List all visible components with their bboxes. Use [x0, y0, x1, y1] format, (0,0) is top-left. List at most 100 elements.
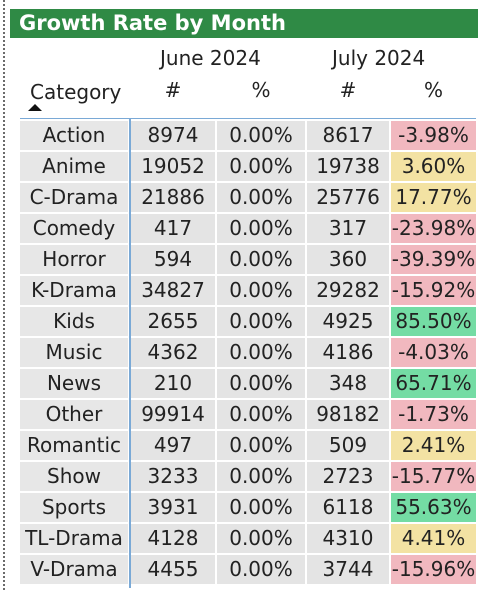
- column-header-july[interactable]: July 2024: [332, 46, 426, 70]
- june-pct-cell: 0.00%: [217, 183, 305, 212]
- column-header-june[interactable]: June 2024: [160, 46, 261, 70]
- july-pct-cell: 17.77%: [391, 183, 476, 212]
- july-pct-cell: 2.41%: [391, 431, 476, 460]
- table-row[interactable]: Show 3233 0.00% 2723 -15.77%: [20, 461, 476, 492]
- july-count-cell: 348: [307, 369, 389, 398]
- category-cell: Other: [20, 400, 128, 429]
- june-pct-cell: 0.00%: [217, 493, 305, 522]
- category-cell: Comedy: [20, 214, 128, 243]
- june-count-cell: 99914: [131, 400, 215, 429]
- july-count-cell: 360: [307, 245, 389, 274]
- june-pct-cell: 0.00%: [217, 555, 305, 584]
- table-row[interactable]: Music 4362 0.00% 4186 -4.03%: [20, 337, 476, 368]
- july-count-cell: 2723: [307, 462, 389, 491]
- july-count-cell: 4925: [307, 307, 389, 336]
- table-row[interactable]: Kids 2655 0.00% 4925 85.50%: [20, 306, 476, 337]
- category-cell: Kids: [20, 307, 128, 336]
- july-pct-cell: 65.71%: [391, 369, 476, 398]
- july-count-cell: 29282: [307, 276, 389, 305]
- table-row[interactable]: V-Drama 4455 0.00% 3744 -15.96%: [20, 554, 476, 585]
- june-pct-cell: 0.00%: [217, 214, 305, 243]
- june-pct-cell: 0.00%: [217, 245, 305, 274]
- july-count-cell: 8617: [307, 121, 389, 150]
- june-count-cell: 4455: [131, 555, 215, 584]
- june-count-cell: 210: [131, 369, 215, 398]
- table-body: Action 8974 0.00% 8617 -3.98% Anime 19052 0.00%…: [20, 120, 476, 585]
- table-row[interactable]: Romantic 497 0.00% 509 2.41%: [20, 430, 476, 461]
- july-pct-cell: 3.60%: [391, 152, 476, 181]
- july-count-cell: 4310: [307, 524, 389, 553]
- july-count-cell: 19738: [307, 152, 389, 181]
- june-pct-cell: 0.00%: [217, 276, 305, 305]
- june-pct-cell: 0.00%: [217, 369, 305, 398]
- sort-ascending-icon[interactable]: [28, 104, 42, 111]
- category-cell: Music: [20, 338, 128, 367]
- table-row[interactable]: Comedy 417 0.00% 317 -23.98%: [20, 213, 476, 244]
- june-pct-cell: 0.00%: [217, 462, 305, 491]
- june-count-cell: 4128: [131, 524, 215, 553]
- july-count-cell: 3744: [307, 555, 389, 584]
- july-pct-cell: 55.63%: [391, 493, 476, 522]
- category-cell: Romantic: [20, 431, 128, 460]
- june-count-cell: 4362: [131, 338, 215, 367]
- july-count-cell: 98182: [307, 400, 389, 429]
- july-pct-cell: -4.03%: [391, 338, 476, 367]
- visual-title: Growth Rate by Month: [10, 9, 478, 38]
- table-row[interactable]: Sports 3931 0.00% 6118 55.63%: [20, 492, 476, 523]
- july-count-cell: 25776: [307, 183, 389, 212]
- july-pct-cell: -3.98%: [391, 121, 476, 150]
- june-count-cell: 594: [131, 245, 215, 274]
- june-count-cell: 3233: [131, 462, 215, 491]
- category-divider: [129, 118, 131, 588]
- table-row[interactable]: C-Drama 21886 0.00% 25776 17.77%: [20, 182, 476, 213]
- header-divider: [20, 118, 476, 119]
- june-pct-cell: 0.00%: [217, 152, 305, 181]
- july-pct-cell: -15.77%: [391, 462, 476, 491]
- july-pct-cell: -15.92%: [391, 276, 476, 305]
- visual-border: [3, 0, 5, 590]
- category-cell: Sports: [20, 493, 128, 522]
- category-cell: C-Drama: [20, 183, 128, 212]
- column-header-july-count[interactable]: #: [339, 78, 357, 102]
- june-pct-cell: 0.00%: [217, 524, 305, 553]
- july-pct-cell: 4.41%: [391, 524, 476, 553]
- july-count-cell: 317: [307, 214, 389, 243]
- june-pct-cell: 0.00%: [217, 338, 305, 367]
- july-pct-cell: 85.50%: [391, 307, 476, 336]
- category-cell: Show: [20, 462, 128, 491]
- july-pct-cell: -23.98%: [391, 214, 476, 243]
- column-header-june-count[interactable]: #: [164, 78, 182, 102]
- category-cell: V-Drama: [20, 555, 128, 584]
- category-cell: TL-Drama: [20, 524, 128, 553]
- july-count-cell: 6118: [307, 493, 389, 522]
- table-row[interactable]: K-Drama 34827 0.00% 29282 -15.92%: [20, 275, 476, 306]
- june-count-cell: 8974: [131, 121, 215, 150]
- june-count-cell: 2655: [131, 307, 215, 336]
- june-pct-cell: 0.00%: [217, 400, 305, 429]
- july-pct-cell: -1.73%: [391, 400, 476, 429]
- june-pct-cell: 0.00%: [217, 431, 305, 460]
- category-cell: News: [20, 369, 128, 398]
- table-row[interactable]: Anime 19052 0.00% 19738 3.60%: [20, 151, 476, 182]
- july-pct-cell: -39.39%: [391, 245, 476, 274]
- table-row[interactable]: Action 8974 0.00% 8617 -3.98%: [20, 120, 476, 151]
- column-header-july-pct[interactable]: %: [423, 78, 443, 102]
- june-count-cell: 19052: [131, 152, 215, 181]
- category-cell: K-Drama: [20, 276, 128, 305]
- table-row[interactable]: TL-Drama 4128 0.00% 4310 4.41%: [20, 523, 476, 554]
- july-count-cell: 509: [307, 431, 389, 460]
- table-row[interactable]: News 210 0.00% 348 65.71%: [20, 368, 476, 399]
- column-header-june-pct[interactable]: %: [251, 78, 271, 102]
- june-pct-cell: 0.00%: [217, 307, 305, 336]
- june-count-cell: 497: [131, 431, 215, 460]
- column-header-category[interactable]: Category: [30, 80, 122, 104]
- category-cell: Anime: [20, 152, 128, 181]
- june-count-cell: 21886: [131, 183, 215, 212]
- june-count-cell: 3931: [131, 493, 215, 522]
- july-count-cell: 4186: [307, 338, 389, 367]
- category-cell: Action: [20, 121, 128, 150]
- category-cell: Horror: [20, 245, 128, 274]
- july-pct-cell: -15.96%: [391, 555, 476, 584]
- table-row[interactable]: Other 99914 0.00% 98182 -1.73%: [20, 399, 476, 430]
- table-row[interactable]: Horror 594 0.00% 360 -39.39%: [20, 244, 476, 275]
